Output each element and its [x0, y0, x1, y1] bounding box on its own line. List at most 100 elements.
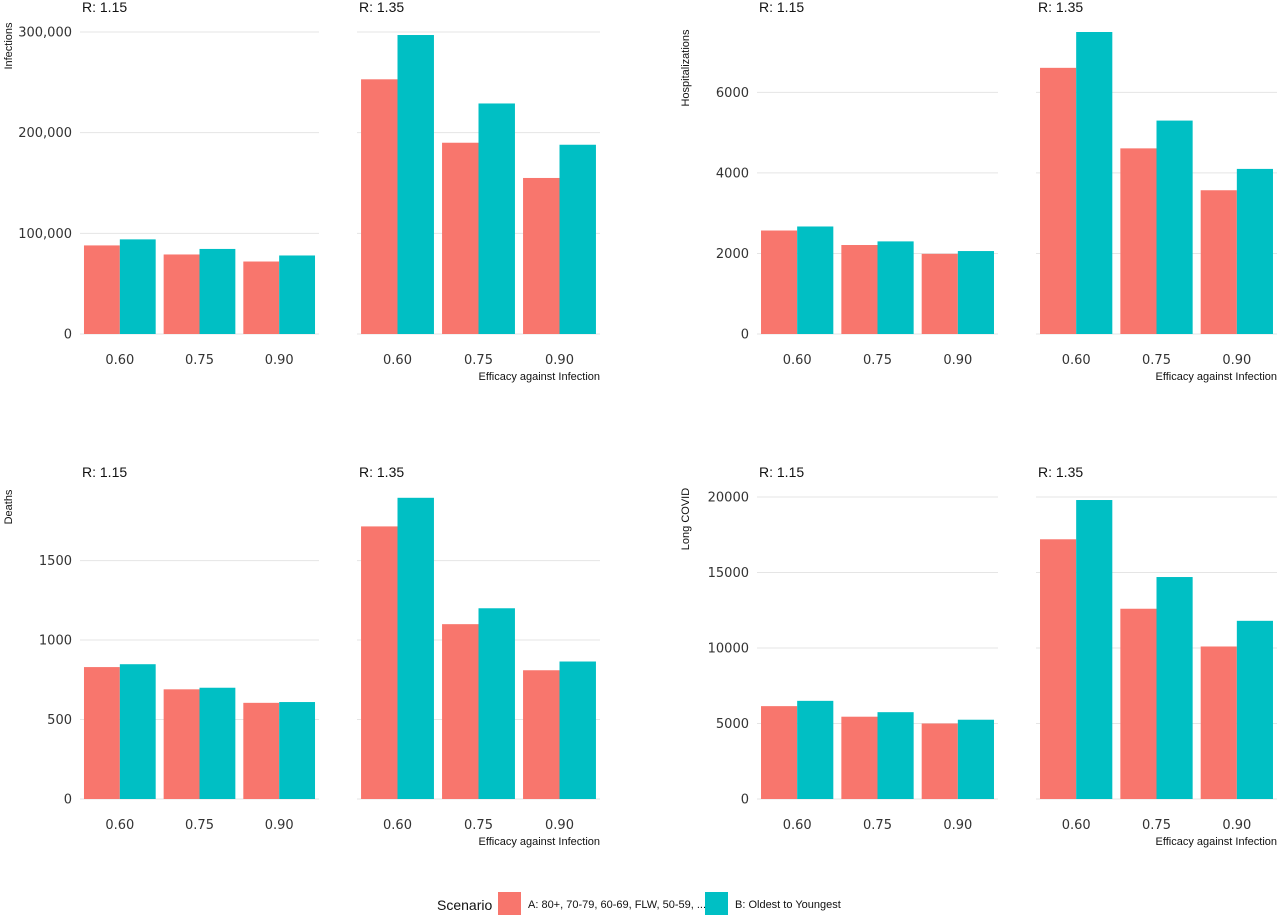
y-tick-label: 500 — [47, 713, 72, 728]
x-tick-label: 0.75 — [1142, 818, 1171, 833]
y-axis-label: Hospitalizations — [680, 29, 692, 107]
bar-scenario-a — [841, 716, 878, 799]
legend-label-b: B: Oldest to Youngest — [735, 899, 841, 911]
y-axis-label: Deaths — [3, 489, 15, 524]
legend-swatch-a — [498, 892, 521, 915]
bar-scenario-b — [1076, 500, 1113, 799]
x-tick-label: 0.90 — [265, 353, 294, 368]
facet-r-135: R: 1.35 0.60 0.75 0.90 Efficacy against Infe… — [1036, 464, 1277, 848]
x-tick-label: 0.60 — [783, 353, 812, 368]
x-tick-label: 0.75 — [863, 353, 892, 368]
bar-scenario-b — [478, 103, 515, 335]
y-tick-label: 0 — [741, 328, 749, 343]
legend-title: Scenario — [437, 897, 492, 913]
x-tick-label: 0.75 — [464, 353, 493, 368]
y-tick-label: 4000 — [716, 166, 749, 181]
bar-scenario-b — [199, 687, 236, 799]
x-tick-label: 0.60 — [383, 818, 412, 833]
bar-scenario-a — [1120, 608, 1157, 799]
x-tick-label: 0.75 — [1142, 353, 1171, 368]
x-axis-title: Efficacy against Infection — [1156, 371, 1277, 383]
bar-scenario-b — [1236, 620, 1273, 799]
bar-scenario-a — [163, 254, 200, 334]
legend: Scenario A: 80+, 70-79, 60-69, FLW, 50-59… — [437, 892, 841, 915]
bar-scenario-b — [877, 712, 914, 799]
panel-deaths: Deaths 0 500 1000 1500 R: 1.15 0.60 0.75 0.90 R: … — [3, 464, 600, 848]
x-tick-label: 0.90 — [545, 818, 574, 833]
x-tick-label: 0.60 — [105, 353, 134, 368]
facet-r-115: R: 1.15 0.60 0.75 0.90 — [757, 464, 998, 833]
x-tick-label: 0.90 — [1222, 818, 1251, 833]
facet-title: R: 1.15 — [82, 0, 127, 15]
bar-scenario-a — [1040, 67, 1077, 334]
facet-title: R: 1.15 — [759, 464, 804, 480]
bar-scenario-a — [523, 670, 560, 799]
bar-scenario-b — [397, 497, 434, 799]
facet-r-115: R: 1.15 0.60 0.75 0.90 — [757, 0, 998, 368]
bar-scenario-a — [921, 723, 958, 799]
bar-scenario-b — [199, 248, 236, 334]
x-tick-label: 0.90 — [545, 353, 574, 368]
legend-swatch-b — [705, 892, 728, 915]
y-tick-label: 20000 — [708, 491, 749, 506]
x-tick-label: 0.90 — [943, 818, 972, 833]
x-tick-label: 0.75 — [185, 818, 214, 833]
bar-scenario-b — [1236, 168, 1273, 334]
bar-scenario-a — [442, 624, 479, 799]
x-tick-label: 0.75 — [464, 818, 493, 833]
panel-infections: Infections 0 100,000 200,000 300,000 R: 1.15 0… — [3, 0, 600, 383]
y-tick-label: 1500 — [39, 554, 72, 569]
y-tick-label: 15000 — [708, 566, 749, 581]
y-tick-label: 0 — [64, 793, 72, 808]
facet-title: R: 1.35 — [1038, 0, 1083, 15]
bar-scenario-a — [921, 253, 958, 334]
bar-scenario-a — [83, 245, 120, 334]
facet-title: R: 1.35 — [359, 0, 404, 15]
bar-scenario-b — [1156, 120, 1193, 334]
bar-scenario-b — [478, 608, 515, 799]
panel-hospitalizations: Hospitalizations 0 2000 4000 6000 R: 1.15 0.60… — [680, 0, 1277, 383]
y-tick-label: 200,000 — [18, 126, 72, 141]
bar-scenario-a — [361, 79, 398, 335]
bar-scenario-a — [1200, 646, 1237, 799]
bar-scenario-b — [797, 700, 834, 799]
facet-title: R: 1.15 — [82, 464, 127, 480]
facet-title: R: 1.15 — [759, 0, 804, 15]
bar-scenario-b — [119, 664, 156, 799]
bar-scenario-b — [559, 144, 596, 334]
panel-long-covid: Long COVID 0 5000 10000 15000 20000 R: 1.15 0.6… — [680, 464, 1277, 848]
bar-scenario-a — [243, 702, 280, 799]
bar-scenario-b — [279, 255, 316, 334]
x-axis-title: Efficacy against Infection — [479, 371, 600, 383]
facet-r-135: R: 1.35 0.60 0.75 0.90 Efficacy against Infe… — [357, 464, 600, 848]
bar-scenario-a — [761, 230, 798, 334]
facet-r-115: R: 1.15 0.60 0.75 0.90 — [80, 0, 319, 368]
y-axis-label: Infections — [3, 22, 15, 70]
y-tick-label: 100,000 — [18, 227, 72, 242]
bar-scenario-b — [559, 661, 596, 799]
facet-title: R: 1.35 — [359, 464, 404, 480]
facet-r-115: R: 1.15 0.60 0.75 0.90 — [80, 464, 319, 833]
y-tick-label: 6000 — [716, 86, 749, 101]
x-tick-label: 0.60 — [383, 353, 412, 368]
bar-scenario-b — [957, 719, 994, 799]
bar-scenario-a — [841, 245, 878, 334]
x-tick-label: 0.60 — [1062, 818, 1091, 833]
bar-scenario-b — [397, 35, 434, 335]
bar-scenario-a — [83, 667, 120, 799]
y-tick-label: 1000 — [39, 634, 72, 649]
y-tick-label: 0 — [64, 328, 72, 343]
facet-r-135: R: 1.35 0.60 0.75 0.90 Efficacy against Infe… — [357, 0, 600, 383]
y-tick-label: 300,000 — [18, 26, 72, 41]
bar-scenario-a — [163, 689, 200, 799]
bar-scenario-a — [523, 177, 560, 334]
x-tick-label: 0.75 — [185, 353, 214, 368]
x-tick-label: 0.60 — [783, 818, 812, 833]
x-tick-label: 0.90 — [943, 353, 972, 368]
y-tick-label: 5000 — [716, 717, 749, 732]
x-tick-label: 0.60 — [105, 818, 134, 833]
bar-scenario-b — [1076, 32, 1113, 334]
bar-scenario-b — [797, 226, 834, 334]
bar-scenario-b — [957, 251, 994, 334]
